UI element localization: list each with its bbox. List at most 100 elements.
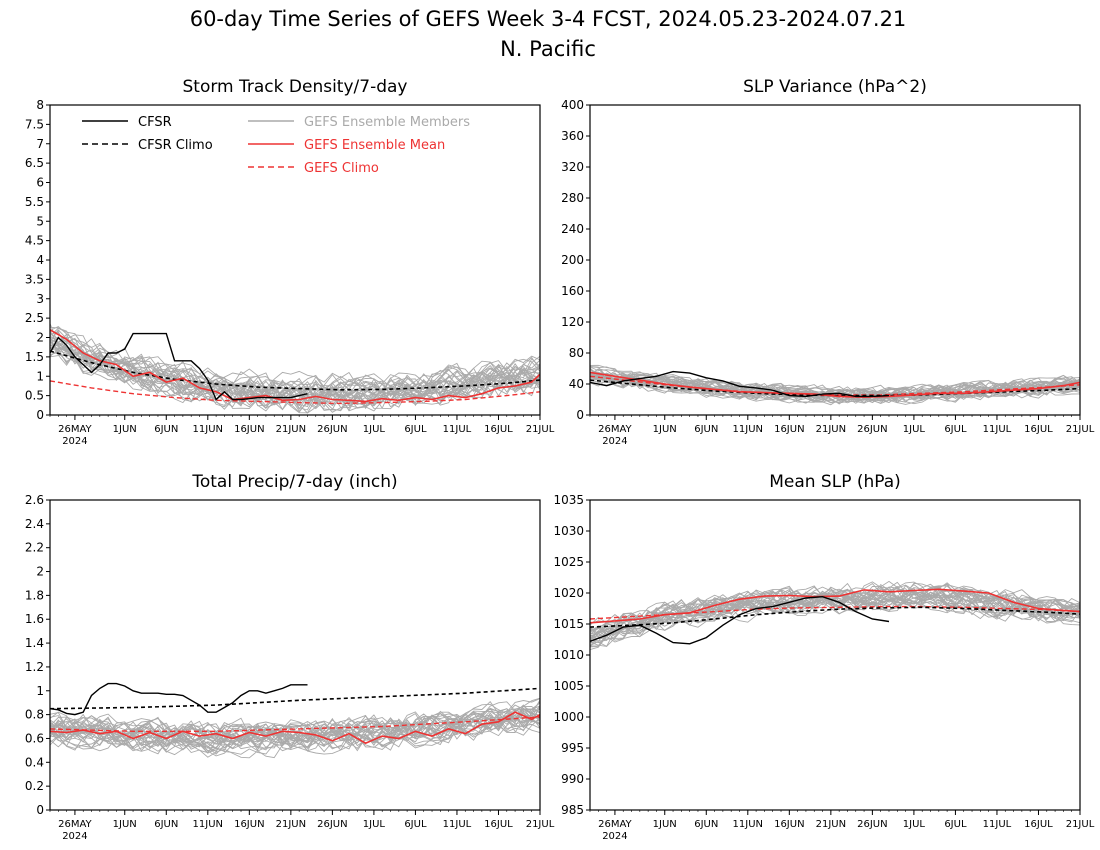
y-tick-label: 1.8 [25, 588, 44, 602]
panel-title: SLP Variance (hPa^2) [743, 77, 927, 97]
panels: Storm Track Density/7-day 0 0.5 1 1.5 2 2.5 3 3.… [25, 77, 1095, 842]
chart-panel-2: SLP Variance (hPa^2) 0 40 80 120 160 200 240 280… [561, 77, 1095, 447]
y-tick-label: 990 [561, 772, 584, 786]
x-tick-label: 11JUN [733, 819, 763, 830]
gefs-climo-line [50, 380, 540, 405]
legend-label-ens-members: GEFS Ensemble Members [304, 115, 470, 130]
y-tick-label: 1000 [553, 710, 584, 724]
x-tick-label: 21JUL [526, 424, 555, 435]
x-tick-label: 21JUN [816, 819, 846, 830]
y-tick-label: 985 [561, 803, 584, 817]
ensemble-member-line [590, 582, 1080, 631]
plot-area [590, 580, 1080, 651]
x-tick-label: 1JUN [113, 424, 137, 435]
ensemble-member-line [50, 332, 540, 397]
y-tick-label: 5.5 [25, 195, 44, 209]
x-tick-label: 6JUL [404, 819, 427, 830]
y-tick-label: 995 [561, 741, 584, 755]
plot-frame [49, 499, 541, 811]
y-tick-label: 2 [36, 331, 44, 345]
ensemble-member-line [590, 588, 1080, 643]
y-tick-label: 3 [36, 292, 44, 306]
chart-panel-4: Mean SLP (hPa) 985 990 995 1000 1005 1010 1015 1… [553, 472, 1094, 842]
x-tick-label: 6JUL [944, 819, 967, 830]
y-tick-label: 1020 [553, 586, 584, 600]
panel-title: Mean SLP (hPa) [769, 472, 901, 492]
ensemble-member-line [50, 339, 540, 406]
y-tick-label: 1005 [553, 679, 584, 693]
y-tick-label: 0.2 [25, 779, 44, 793]
gefs-ensemble-mean-line [590, 371, 1080, 399]
y-tick-label: 0 [36, 408, 44, 422]
y-tick-label: 360 [561, 129, 584, 143]
ensemble-member-line [50, 710, 540, 742]
x-tick-label: 6JUL [944, 424, 967, 435]
y-tick-label: 1.5 [25, 350, 44, 364]
cfsr-line [590, 595, 890, 645]
ensemble-member-line [590, 379, 1080, 405]
y-tick-label: 0.6 [25, 731, 44, 745]
y-tick-label: 1.4 [25, 636, 44, 650]
y-tick-label: 40 [569, 377, 584, 391]
x-tick-label: 26JUN [857, 424, 887, 435]
x-tick-label: 16JUN [774, 819, 804, 830]
x-tick-label: 1JUN [653, 819, 677, 830]
chart-panel-3: Total Precip/7-day (inch)00.20.40.60.811… [25, 472, 555, 842]
ensemble-member-line [50, 351, 540, 412]
y-tick-label: 80 [569, 346, 584, 360]
ensemble-member-line [50, 344, 540, 407]
gefs-ensemble-mean-line [590, 588, 1080, 624]
x-year-label: 2024 [602, 436, 627, 447]
gefs-ensemble-mean-line [50, 329, 540, 403]
ensemble-member-line [50, 717, 540, 753]
ensemble-members [590, 364, 1080, 406]
ensemble-member-line [590, 592, 1080, 647]
ensemble-member-line [50, 344, 540, 413]
cfsr-climo-line [50, 350, 540, 391]
x-tick-label: 16JUL [484, 424, 513, 435]
y-tick-label: 240 [561, 222, 584, 236]
ensemble-member-line [50, 346, 540, 414]
y-tick-label: 280 [561, 191, 584, 205]
x-tick-label: 6JUN [154, 819, 178, 830]
x-tick-label: 21JUN [816, 424, 846, 435]
cfsr-line [590, 370, 890, 398]
plot-frame [589, 499, 1081, 811]
y-tick-label: 6.5 [25, 156, 44, 170]
legend-label-ens-mean: GEFS Ensemble Mean [304, 138, 445, 153]
x-year-label: 2024 [62, 436, 87, 447]
y-tick-label: 7.5 [25, 117, 44, 131]
y-tick-label: 5 [36, 214, 44, 228]
y-tick-label: 7 [36, 137, 44, 151]
x-tick-label: 6JUL [404, 424, 427, 435]
plot-area [50, 323, 540, 414]
ensemble-member-line [50, 701, 540, 746]
ensemble-member-line [50, 331, 540, 401]
x-tick-label: 26JUN [857, 819, 887, 830]
x-tick-label: 16JUL [1024, 819, 1053, 830]
y-tick-label: 2.6 [25, 493, 44, 507]
y-tick-label: 1035 [553, 493, 584, 507]
ensemble-member-line [590, 585, 1080, 631]
y-tick-label: 6 [36, 176, 44, 190]
x-tick-label: 16JUL [484, 819, 513, 830]
x-year-label: 2024 [62, 831, 87, 842]
y-tick-label: 0.5 [25, 389, 44, 403]
x-tick-label: 21JUL [1066, 819, 1095, 830]
y-tick-label: 8 [36, 98, 44, 112]
ensemble-member-line [50, 710, 540, 752]
cfsr-line [50, 682, 308, 716]
ensemble-member-line [50, 705, 540, 742]
x-tick-label: 11JUL [983, 424, 1012, 435]
ensemble-member-line [50, 341, 540, 412]
y-tick-label: 400 [561, 98, 584, 112]
y-tick-label: 0.4 [25, 755, 44, 769]
y-tick-label: 1.6 [25, 612, 44, 626]
x-tick-label: 26MAY [598, 819, 632, 830]
y-tick-label: 1030 [553, 524, 584, 538]
cfsr-climo-line [590, 606, 1080, 628]
main-title: 60-day Time Series of GEFS Week 3-4 FCST… [190, 7, 907, 31]
legend-label-cfsr-climo: CFSR Climo [138, 138, 213, 153]
y-tick-label: 1015 [553, 617, 584, 631]
